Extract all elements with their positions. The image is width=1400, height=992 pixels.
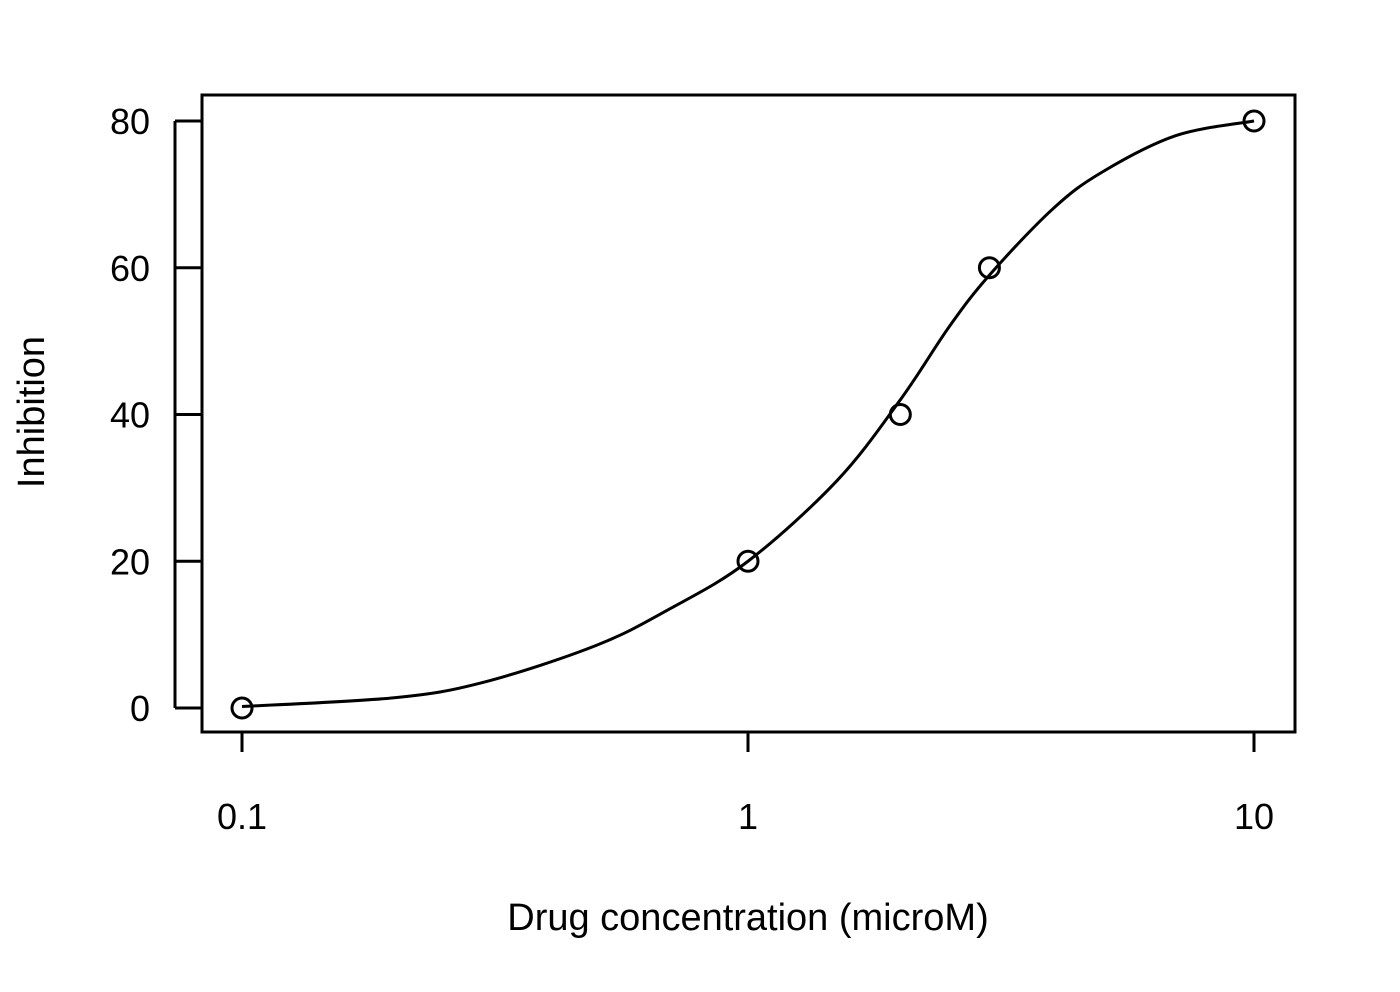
- y-tick-label: 20: [110, 541, 150, 582]
- data-point: [888, 403, 912, 426]
- data-point: [736, 549, 760, 573]
- x-ticks: 0.1 1 10: [217, 732, 1274, 837]
- x-tick-label: 1: [738, 796, 758, 837]
- plot-frame: [200, 93, 1297, 734]
- x-axis-label: Drug concentration (microM): [507, 897, 988, 939]
- data-point: [977, 256, 1001, 280]
- y-tick-label: 80: [110, 101, 150, 142]
- y-tick-label: 40: [110, 395, 150, 436]
- data-point: [230, 696, 254, 720]
- fit-curve-line: [241, 119, 1255, 709]
- y-tick-label: 60: [110, 248, 150, 289]
- data-points: [230, 109, 1266, 720]
- y-tick-label: 0: [130, 688, 150, 729]
- x-tick-label: 10: [1234, 796, 1274, 837]
- data-point: [1242, 109, 1266, 133]
- x-tick-label: 0.1: [217, 796, 267, 837]
- y-ticks: 0 20 40 60 80: [110, 101, 202, 729]
- y-axis-label: Inhibition: [11, 336, 53, 488]
